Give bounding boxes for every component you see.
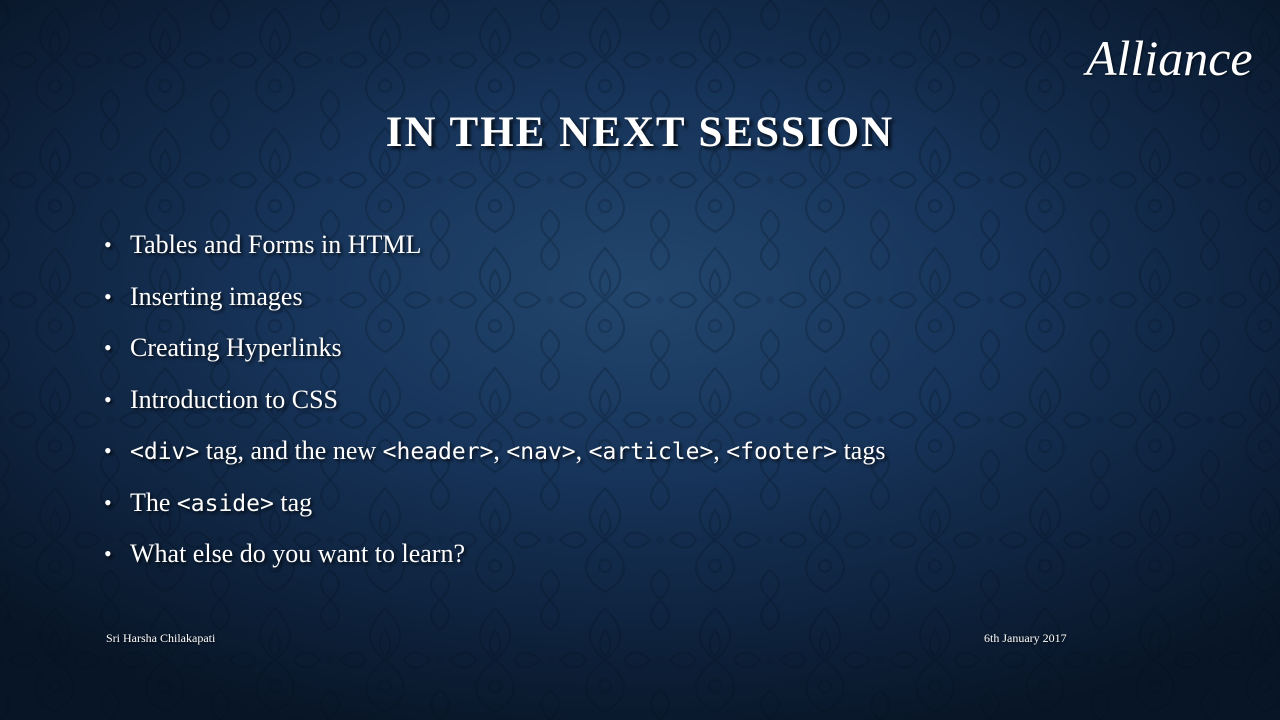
bullet-dot-icon: • (104, 438, 112, 463)
bullet-text: tag (273, 487, 313, 517)
bullet-item: • The <aside> tag (104, 484, 885, 536)
bullet-item: • Inserting images (104, 278, 885, 330)
code-tag-text: <aside> (176, 490, 274, 517)
bullet-text: The (130, 487, 177, 517)
bullet-text: tags (837, 436, 886, 465)
bullet-text: , (713, 436, 727, 465)
bullet-text: Creating Hyperlinks (130, 333, 342, 362)
footer-date: 6th January 2017 (984, 631, 1067, 645)
code-tag-text: <header> (382, 439, 494, 465)
bullet-list: • Tables and Forms in HTML • Inserting imag… (104, 226, 885, 587)
code-tag-text: <footer> (726, 439, 838, 465)
code-tag-text: <article> (588, 439, 714, 465)
bullet-dot-icon: • (104, 232, 112, 257)
alliance-logo: Alliance (1086, 30, 1253, 86)
bullet-item: • Tables and Forms in HTML (104, 226, 885, 278)
footer-author: Sri Harsha Chilakapati (106, 631, 216, 645)
bullet-item: • What else do you want to learn? (104, 535, 885, 587)
bullet-text: Tables and Forms in HTML (130, 230, 422, 259)
code-tag-text: <nav> (506, 439, 576, 465)
bullet-dot-icon: • (104, 335, 112, 360)
bullet-dot-icon: • (104, 489, 112, 515)
bullet-text: , (575, 436, 589, 465)
bullet-text: tag, and the new (199, 436, 383, 465)
bullet-item: • <div> tag, and the new <header>, <nav>,… (104, 432, 885, 484)
bullet-dot-icon: • (104, 541, 112, 566)
bullet-text: Introduction to CSS (130, 384, 339, 414)
code-tag-text: <div> (130, 439, 200, 465)
bullet-text: Inserting images (130, 281, 303, 311)
bullet-text: , (493, 436, 507, 465)
slide-title: IN THE NEXT SESSION (385, 109, 895, 156)
bullet-text: What else do you want to learn? (130, 539, 465, 568)
bullet-item: • Introduction to CSS (104, 381, 885, 433)
bullet-item: • Creating Hyperlinks (104, 329, 885, 381)
bullet-dot-icon: • (104, 283, 112, 309)
bullet-dot-icon: • (104, 386, 112, 412)
